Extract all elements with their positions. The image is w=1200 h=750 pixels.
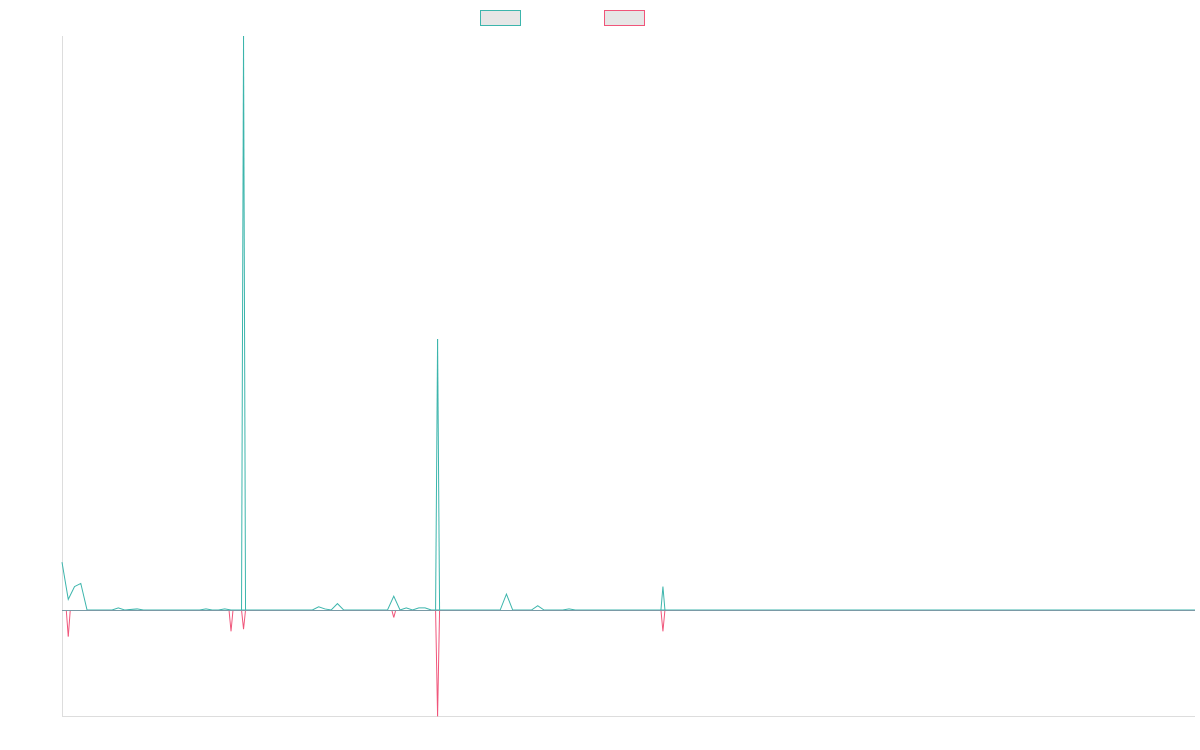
spike-pink-4-right: [243, 609, 247, 630]
legend-swatch-teal[interactable]: [480, 10, 521, 26]
spike-pink-6-left: [660, 609, 664, 632]
spike-pink-2-right: [67, 609, 71, 637]
spike-pink-3-left: [228, 609, 232, 632]
spike-pink-2-left: [65, 609, 69, 637]
spike-pink-5-right: [393, 609, 397, 618]
spike-teal-1-left: [241, 35, 245, 611]
spike-pink-3-right: [230, 609, 234, 632]
spike-pink-1-left: [435, 609, 439, 717]
series-line-teal: [61, 562, 1195, 611]
legend-swatch-pink[interactable]: [604, 10, 645, 26]
spike-teal-3-right: [662, 586, 666, 611]
spike-pink-5-left: [391, 609, 395, 618]
spike-teal-3-left: [660, 586, 664, 611]
spike-pink-1-right: [437, 609, 441, 717]
series-group: [61, 35, 1195, 717]
spike-pink-4-left: [241, 609, 245, 630]
spike-teal-2-left: [435, 338, 439, 611]
axes: [62, 36, 1195, 717]
spike-pink-6-right: [662, 609, 666, 632]
spike-teal-2-right: [437, 338, 441, 611]
legend: [480, 10, 645, 26]
spike-teal-1-right: [243, 35, 247, 611]
